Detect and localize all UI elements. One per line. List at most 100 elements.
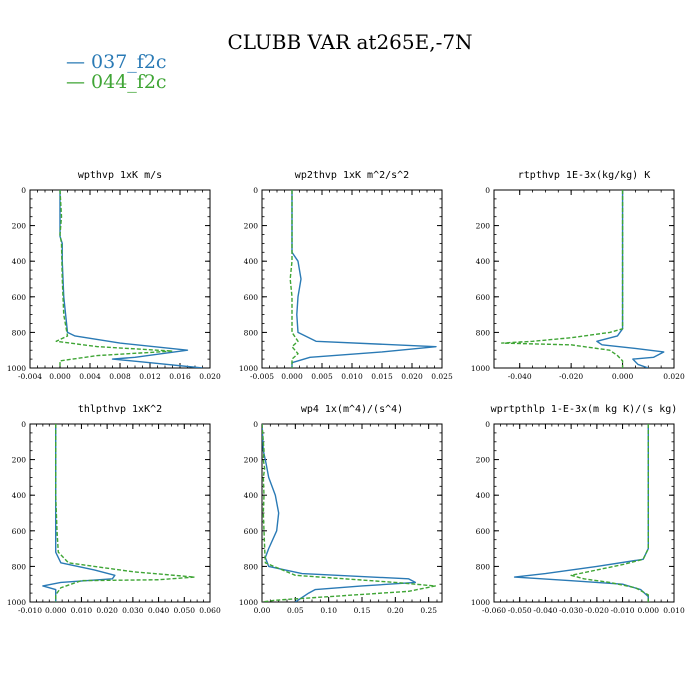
- chart-panel-1: wpthvp 1xK m/s 0 200 400 600 800 1000-0.004 0.0…: [7, 170, 221, 381]
- x-tick-label: 0.060: [199, 606, 221, 615]
- y-tick-label: 800: [12, 562, 27, 571]
- chart-panel-2: wp2thvp 1xK m^2/s^2 0 200 400 600 800 1000-0.0…: [239, 170, 453, 381]
- series-line-044_f2c: [570, 424, 649, 602]
- y-tick-label: 1000: [7, 598, 26, 607]
- y-tick-label: 400: [12, 257, 27, 266]
- y-tick-label: 200: [244, 222, 259, 231]
- panel-title: wp2thvp 1xK m^2/s^2: [295, 170, 409, 181]
- y-tick-label: 600: [476, 293, 491, 302]
- x-tick-label: 0.008: [109, 372, 131, 381]
- x-tick-label: 0.020: [401, 372, 423, 381]
- plot-frame: [261, 189, 443, 369]
- y-tick-label: 1000: [471, 598, 490, 607]
- x-tick-label: 0.020: [96, 606, 118, 615]
- y-tick-label: 200: [476, 222, 491, 231]
- x-tick-label: -0.020: [585, 606, 609, 615]
- panel-title: wp4 1x(m^4)/(s^4): [301, 404, 403, 415]
- y-tick-label: 400: [244, 491, 259, 500]
- series-line-044_f2c: [55, 190, 174, 368]
- y-tick-label: 400: [12, 491, 27, 500]
- y-tick-label: 1000: [7, 364, 26, 373]
- series-line-044_f2c: [262, 424, 437, 602]
- panel-title: thlpthvp 1xK^2: [78, 404, 162, 415]
- series-line-037_f2c: [513, 424, 649, 602]
- chart-panel-3: rtpthvp 1E-3x(kg/kg) K 0 200 400 600 800 1000 -…: [471, 170, 685, 381]
- plot-frame: [261, 423, 443, 603]
- x-tick-label: 0.012: [139, 372, 161, 381]
- plot-frame: [29, 423, 211, 603]
- y-tick-label: 1000: [239, 364, 258, 373]
- series-line-044_f2c: [501, 190, 624, 368]
- x-tick-label: 0.005: [311, 372, 333, 381]
- legend-item-044: — 044_f2c: [66, 71, 167, 93]
- y-tick-label: 200: [244, 456, 259, 465]
- y-tick-label: 600: [12, 527, 27, 536]
- y-tick-label: 200: [12, 222, 27, 231]
- y-tick-label: 400: [244, 257, 259, 266]
- y-tick-label: 0: [253, 186, 258, 195]
- panel-title: wpthvp 1xK m/s: [78, 170, 162, 181]
- x-tick-label: 0.016: [169, 372, 191, 381]
- x-tick-label: 0.015: [371, 372, 393, 381]
- figure-title: CLUBB VAR at265E,-7N: [227, 30, 473, 54]
- y-tick-label: 0: [485, 420, 490, 429]
- x-tick-label: 0.10: [320, 606, 337, 615]
- panel-title: wprtpthlp 1-E-3x(m kg K)/(s kg): [491, 404, 678, 415]
- y-tick-label: 800: [244, 562, 259, 571]
- series-line-044_f2c: [55, 424, 196, 602]
- x-tick-label: -0.005: [250, 372, 274, 381]
- x-tick-label: 0.020: [663, 372, 685, 381]
- x-tick-label: -0.050: [508, 606, 532, 615]
- x-tick-label: 0.025: [431, 372, 453, 381]
- series-line-037_f2c: [59, 190, 203, 368]
- y-tick-label: 400: [476, 257, 491, 266]
- y-tick-label: 400: [476, 491, 491, 500]
- x-tick-label: 0.00: [254, 606, 271, 615]
- legend-item-037: — 037_f2c: [66, 51, 167, 73]
- x-tick-label: -0.010: [611, 606, 635, 615]
- plot-frame: [493, 423, 675, 603]
- x-tick-label: 0.000: [281, 372, 303, 381]
- y-tick-label: 0: [485, 186, 490, 195]
- x-tick-label: 0.030: [122, 606, 144, 615]
- x-tick-label: 0.000: [638, 606, 660, 615]
- y-tick-label: 0: [21, 420, 26, 429]
- x-tick-label: -0.020: [559, 372, 583, 381]
- series-line-037_f2c: [262, 424, 417, 602]
- y-tick-label: 800: [476, 328, 491, 337]
- y-tick-label: 0: [253, 420, 258, 429]
- series-line-037_f2c: [596, 190, 665, 368]
- x-tick-label: 0.000: [612, 372, 634, 381]
- series-line-037_f2c: [291, 190, 437, 368]
- x-tick-label: 0.000: [49, 372, 71, 381]
- x-tick-label: -0.040: [533, 606, 557, 615]
- y-tick-label: 800: [244, 328, 259, 337]
- x-tick-label: 0.000: [45, 606, 67, 615]
- y-tick-label: 600: [12, 293, 27, 302]
- x-tick-label: 0.050: [174, 606, 196, 615]
- y-tick-label: 1000: [239, 598, 258, 607]
- y-tick-label: 600: [244, 527, 259, 536]
- series-line-044_f2c: [289, 190, 299, 368]
- x-tick-label: -0.040: [508, 372, 532, 381]
- y-tick-label: 800: [12, 328, 27, 337]
- x-tick-label: 0.010: [663, 606, 685, 615]
- x-tick-label: 0.20: [387, 606, 404, 615]
- x-tick-label: -0.004: [18, 372, 42, 381]
- x-tick-label: 0.010: [71, 606, 93, 615]
- y-tick-label: 600: [244, 293, 259, 302]
- y-tick-label: 600: [476, 527, 491, 536]
- chart-panel-6: wprtpthlp 1-E-3x(m kg K)/(s kg)0 200 400 60…: [471, 404, 685, 615]
- x-tick-label: 0.010: [341, 372, 363, 381]
- panel-title: rtpthvp 1E-3x(kg/kg) K: [518, 170, 650, 181]
- x-tick-label: -0.010: [18, 606, 42, 615]
- y-tick-label: 200: [476, 456, 491, 465]
- x-tick-label: 0.25: [420, 606, 437, 615]
- x-tick-label: 0.004: [79, 372, 101, 381]
- x-tick-label: 0.040: [148, 606, 170, 615]
- x-tick-label: 0.020: [199, 372, 221, 381]
